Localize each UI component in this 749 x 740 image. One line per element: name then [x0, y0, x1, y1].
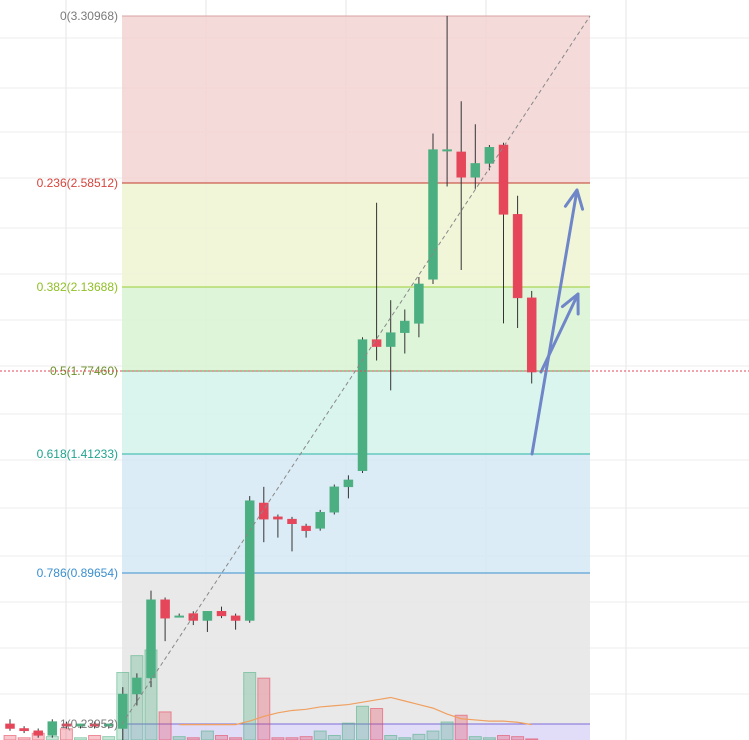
- candle-body: [118, 693, 128, 729]
- candle-body: [160, 599, 170, 619]
- candle-body: [174, 615, 184, 618]
- candle-body: [47, 721, 58, 736]
- candle-body: [301, 525, 311, 531]
- candle-body: [400, 320, 410, 333]
- volume-bar: [271, 737, 285, 740]
- fib-zone: [122, 287, 590, 371]
- fib-level-label: 0.786(0.89654): [37, 566, 118, 580]
- candle-body: [89, 723, 100, 727]
- candle-body: [33, 730, 43, 736]
- volume-bar: [285, 737, 299, 740]
- volume-bar: [59, 728, 73, 740]
- candle-body: [315, 511, 325, 529]
- candle-body: [329, 486, 340, 513]
- volume-bar: [384, 735, 398, 740]
- candle-body: [61, 723, 72, 727]
- candle-body: [146, 599, 156, 679]
- candle-body: [259, 502, 269, 520]
- fib-zone: [122, 573, 590, 724]
- trend-line: [121, 15, 591, 725]
- volume-bar: [158, 711, 172, 740]
- fib-labels: 0(3.30968) 0.236(2.58512) 0.382(2.13688) 0.…: [37, 9, 118, 731]
- candle-body: [5, 723, 15, 729]
- candle-body: [484, 147, 495, 164]
- volume-bar: [102, 736, 116, 740]
- volume-bar: [88, 735, 102, 740]
- volume-bar: [200, 730, 214, 740]
- volume-bar: [341, 722, 355, 740]
- volume-bar: [74, 737, 87, 740]
- fib-zone: [122, 16, 590, 183]
- volume-bar: [440, 721, 454, 740]
- candle-body: [230, 615, 241, 621]
- volume-bar: [299, 736, 313, 740]
- volume-bar: [525, 738, 539, 740]
- candle-body: [244, 500, 255, 621]
- volume-bar: [243, 672, 257, 740]
- volume-bar: [468, 736, 482, 740]
- volume-bar: [186, 737, 200, 740]
- fib-level-lines: [122, 15, 590, 725]
- volume-bar: [229, 737, 243, 740]
- candles: [5, 15, 537, 740]
- candle-body: [442, 149, 452, 152]
- candle-body: [273, 516, 283, 520]
- candle-body: [512, 214, 523, 299]
- candle-body: [287, 518, 297, 525]
- candle-body: [456, 151, 466, 178]
- candle-body: [202, 611, 213, 621]
- projection-arrows: [530, 188, 585, 456]
- volume-moving-average: [179, 696, 532, 726]
- fib-zone: [122, 454, 590, 573]
- candle-body: [371, 339, 382, 347]
- volume-bar: [215, 735, 228, 740]
- fib-zones: [122, 16, 590, 740]
- fib-level-label: 0.236(2.58512): [37, 176, 118, 190]
- candle-body: [343, 479, 354, 488]
- candle-body: [357, 339, 368, 471]
- candle-body: [385, 332, 396, 347]
- candle-body: [103, 723, 114, 727]
- arrow-shaft: [530, 188, 579, 456]
- arrow-shaft: [539, 292, 580, 374]
- fib-level-label: 0.618(1.41233): [37, 447, 118, 461]
- volume-bar: [172, 736, 186, 740]
- candle-body: [428, 149, 438, 280]
- candle-body: [498, 144, 509, 215]
- candle-body: [216, 611, 227, 617]
- candle-body: [75, 723, 86, 727]
- volume-bar: [356, 705, 369, 740]
- fib-level-label: 0.5(1.77460): [50, 364, 118, 378]
- candle-body: [414, 283, 424, 324]
- fib-level-label: 0.382(2.13688): [37, 280, 118, 294]
- candle-body: [526, 297, 537, 373]
- fib-zone: [122, 183, 590, 287]
- candle-body: [19, 728, 29, 732]
- volume-bar: [426, 730, 440, 740]
- volume-ma-line: [179, 696, 532, 726]
- arrow-head: [563, 188, 585, 211]
- volume-bar: [511, 736, 525, 740]
- volume-bar: [313, 730, 327, 740]
- fib-trend-line: [121, 15, 591, 725]
- volume-bar: [412, 733, 426, 740]
- fib-zone: [122, 371, 590, 454]
- fib-level-label: 0(3.30968): [60, 9, 118, 23]
- volume-bar: [398, 737, 412, 740]
- candle-body: [132, 677, 142, 695]
- volume-bar: [482, 737, 496, 740]
- arrow-head: [560, 292, 580, 316]
- fib-level-label: 1(0.23953): [60, 717, 118, 731]
- volume-bar: [327, 735, 341, 740]
- volume-bar: [454, 714, 468, 740]
- volume-bar: [370, 708, 384, 740]
- volume-bar: [257, 677, 271, 740]
- volume-bar: [17, 737, 31, 740]
- candle-body: [470, 163, 481, 178]
- volume-bar: [3, 735, 17, 740]
- volume-bar: [497, 735, 510, 740]
